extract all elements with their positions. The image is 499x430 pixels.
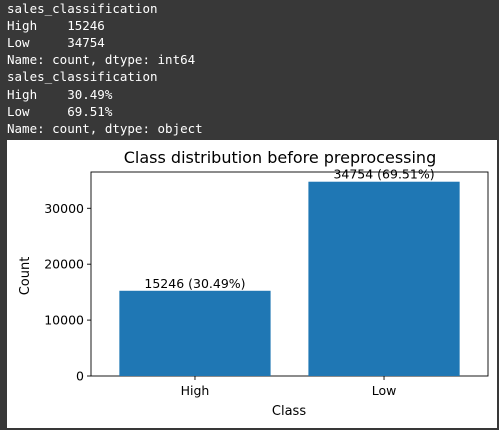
plot-area: 0 10000 20000 30000 High 15246 (30.49%) Low 347… bbox=[44, 167, 489, 398]
y-tick-label: 30000 bbox=[44, 201, 84, 216]
x-axis-label: Class bbox=[272, 404, 306, 419]
y-tick-label: 0 bbox=[76, 369, 84, 384]
y-axis-label: Count bbox=[18, 257, 33, 296]
console-line: Low 69.51% bbox=[7, 104, 113, 119]
bar-data-label: 15246 (30.49%) bbox=[144, 276, 245, 291]
console-line: Low 34754 bbox=[7, 35, 105, 50]
console-line: sales_classification bbox=[7, 69, 158, 84]
console-line: Name: count, dtype: object bbox=[7, 121, 203, 136]
bar bbox=[308, 181, 460, 376]
console-line: High 15246 bbox=[7, 18, 105, 33]
y-tick-label: 20000 bbox=[44, 257, 84, 272]
plot-frame bbox=[90, 171, 489, 377]
console-line: Name: count, dtype: int64 bbox=[7, 52, 196, 67]
x-tick-label: High bbox=[181, 383, 210, 398]
x-tick-label: Low bbox=[372, 383, 397, 398]
bar-data-label: 34754 (69.51%) bbox=[333, 167, 434, 182]
console-line: High 30.49% bbox=[7, 87, 113, 102]
chart-title: Class distribution before preprocessing bbox=[124, 148, 436, 167]
y-tick-label: 10000 bbox=[44, 313, 84, 328]
bar bbox=[119, 290, 271, 376]
console-line: sales_classification bbox=[7, 1, 158, 16]
console-output: sales_classification High 15246 Low 3475… bbox=[0, 0, 499, 140]
bar-chart: Class distribution before preprocessing … bbox=[18, 148, 489, 419]
chart-figure: Class distribution before preprocessing … bbox=[7, 140, 497, 428]
